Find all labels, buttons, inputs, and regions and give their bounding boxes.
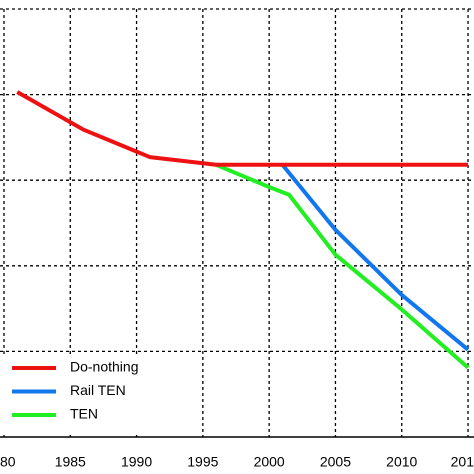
legend-label: Rail TEN <box>70 382 126 398</box>
series-line <box>215 162 470 370</box>
x-tick-label: 1995 <box>187 454 218 470</box>
x-tick-label: 2005 <box>320 454 351 470</box>
x-tick-label: 201 <box>451 454 474 470</box>
series-line <box>280 163 470 352</box>
x-tick-label: 1985 <box>55 454 86 470</box>
x-tick-label: 2010 <box>386 454 417 470</box>
legend-label: TEN <box>70 406 98 422</box>
legend-label: Do-nothing <box>70 359 139 375</box>
x-tick-label: 80 <box>0 454 16 470</box>
x-tick-label: 2000 <box>254 454 285 470</box>
series-line <box>16 90 469 167</box>
x-tick-label: 1990 <box>121 454 152 470</box>
